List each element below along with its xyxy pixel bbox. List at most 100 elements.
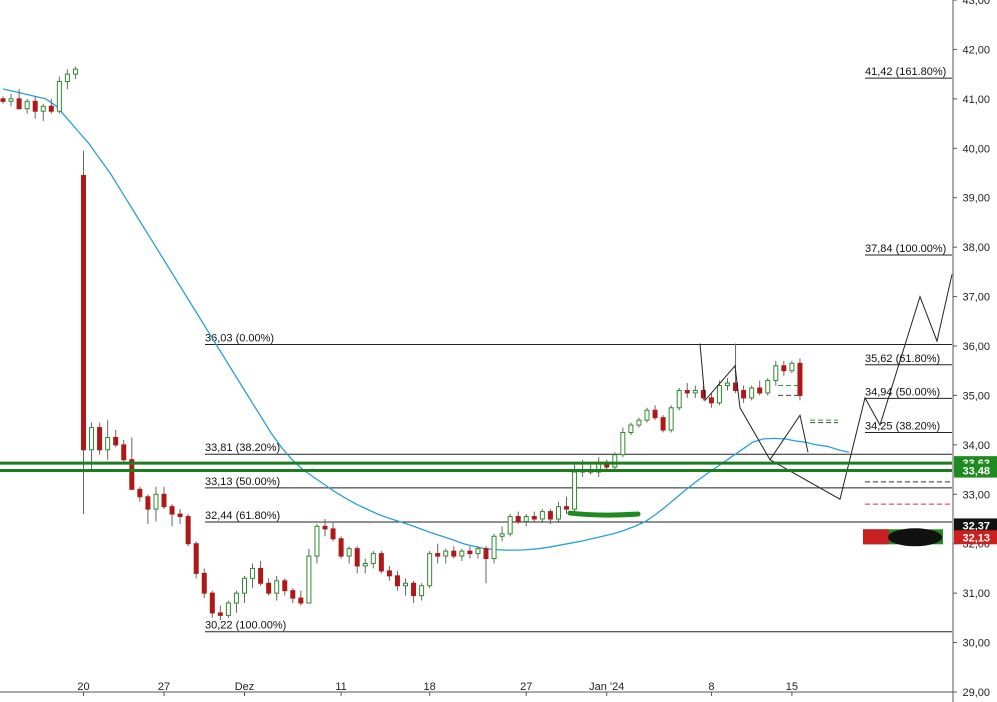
fib-target-label: 34,25 (38.20%) bbox=[865, 421, 940, 433]
candle-body bbox=[684, 389, 690, 394]
redaction-blob bbox=[888, 528, 942, 547]
candle-body bbox=[459, 550, 465, 557]
candle-body bbox=[725, 382, 730, 387]
x-tick-label: 15 bbox=[786, 681, 798, 693]
fib-level-label: 33,13 (50.00%) bbox=[205, 476, 280, 488]
candle-body bbox=[507, 516, 513, 535]
candle-body bbox=[282, 580, 288, 592]
candle-body bbox=[233, 592, 239, 604]
candle-body bbox=[153, 493, 159, 510]
candle-body bbox=[620, 432, 626, 456]
candle-body bbox=[692, 389, 698, 394]
moving-average-line bbox=[2, 88, 849, 551]
price-badge bbox=[954, 530, 997, 545]
candle-body bbox=[322, 525, 328, 530]
candle-body bbox=[572, 471, 578, 510]
candle-body bbox=[64, 73, 70, 83]
candle-body bbox=[8, 98, 14, 102]
candle-body bbox=[443, 550, 449, 557]
candle-body bbox=[161, 493, 167, 508]
candle-body bbox=[700, 389, 706, 399]
x-tick-label: 27 bbox=[158, 681, 170, 693]
candle-body bbox=[24, 100, 30, 110]
candle-body bbox=[741, 389, 747, 399]
candle-body bbox=[370, 553, 376, 564]
candle-body bbox=[757, 387, 763, 394]
x-tick-label: 11 bbox=[335, 681, 346, 693]
candlesticks bbox=[0, 66, 803, 621]
candle-body bbox=[274, 580, 280, 594]
y-tick-label: 43,00 bbox=[962, 0, 990, 7]
candle-body bbox=[362, 562, 368, 567]
y-tick-label: 35,00 bbox=[962, 390, 990, 402]
candle-body bbox=[258, 567, 264, 584]
candle-body bbox=[419, 585, 425, 597]
fib-target-label: 35,62 (61.80%) bbox=[865, 353, 940, 365]
fib-level-label: 36,03 (0.00%) bbox=[205, 333, 274, 345]
candle-body bbox=[137, 488, 143, 498]
candle-body bbox=[145, 496, 151, 510]
candle-body bbox=[411, 582, 417, 597]
candle-body bbox=[314, 525, 320, 557]
projection-zigzag bbox=[769, 274, 953, 500]
y-tick-label: 33,00 bbox=[962, 489, 990, 501]
candle-body bbox=[539, 511, 545, 520]
candle-body bbox=[56, 81, 62, 112]
candle-body bbox=[451, 550, 457, 557]
candle-body bbox=[403, 582, 408, 587]
candle-body bbox=[0, 98, 6, 102]
candle-body bbox=[612, 454, 618, 468]
x-tick-label: 27 bbox=[520, 681, 532, 693]
candle-body bbox=[789, 362, 795, 372]
wave-count-line bbox=[699, 343, 809, 461]
candle-body bbox=[266, 582, 272, 594]
candle-body bbox=[531, 516, 537, 520]
x-tick-label: 20 bbox=[77, 681, 89, 693]
candle-body bbox=[523, 516, 529, 522]
candle-body bbox=[676, 389, 682, 409]
candle-body bbox=[113, 436, 119, 446]
candle-body bbox=[193, 543, 199, 574]
price-badge-label: 32,13 bbox=[962, 532, 990, 544]
candle-body bbox=[338, 538, 344, 557]
fib-target-label: 37,84 (100.00%) bbox=[865, 243, 946, 255]
candle-body bbox=[250, 567, 256, 579]
candle-body bbox=[48, 105, 54, 112]
fib-level-label: 30,22 (100.00%) bbox=[205, 620, 286, 632]
candle-body bbox=[773, 365, 779, 382]
candle-body bbox=[89, 427, 95, 451]
candle-body bbox=[644, 409, 650, 421]
candle-body bbox=[97, 427, 103, 451]
y-tick-label: 38,00 bbox=[962, 242, 990, 254]
candle-body bbox=[177, 513, 183, 518]
candle-body bbox=[652, 409, 658, 419]
x-tick-label: 8 bbox=[708, 681, 714, 693]
candle-body bbox=[72, 68, 78, 75]
x-tick-label: Jan '24 bbox=[589, 681, 624, 693]
highlight-marker bbox=[567, 510, 641, 518]
candle-body bbox=[217, 612, 223, 616]
candle-body bbox=[668, 407, 674, 431]
candle-body bbox=[660, 417, 666, 431]
fib-target-label: 41,42 (161.80%) bbox=[865, 66, 946, 78]
horizontal-levels[interactable] bbox=[0, 461, 952, 473]
candle-body bbox=[716, 385, 722, 404]
y-axis: 29,0030,0031,0032,0033,0034,0035,0036,00… bbox=[952, 0, 990, 702]
candle-body bbox=[475, 548, 481, 555]
candle-body bbox=[32, 100, 38, 112]
price-badge-label: 32,37 bbox=[962, 520, 990, 532]
candle-body bbox=[185, 516, 191, 545]
candle-body bbox=[105, 436, 111, 451]
candle-body bbox=[290, 590, 296, 599]
candle-body bbox=[81, 174, 86, 451]
candle-body bbox=[16, 98, 22, 110]
y-tick-label: 41,00 bbox=[962, 94, 990, 106]
candle-body bbox=[749, 387, 755, 399]
stop-loss-box bbox=[863, 529, 889, 545]
candle-body bbox=[515, 516, 521, 522]
candle-body bbox=[555, 506, 561, 520]
y-tick-label: 39,00 bbox=[962, 193, 990, 205]
moving-average bbox=[2, 88, 849, 551]
